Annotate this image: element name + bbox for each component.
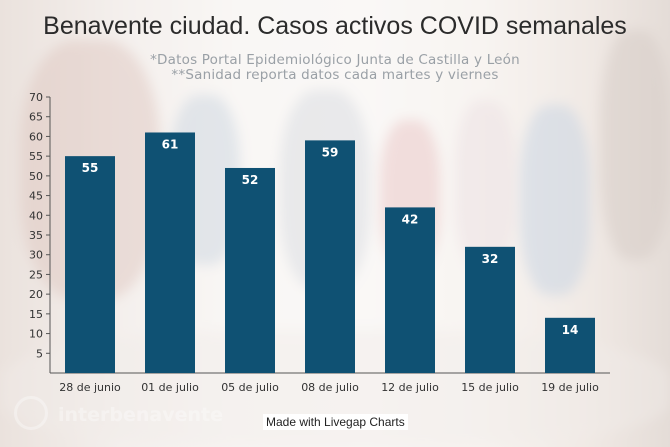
y-tick-label: 65: [29, 111, 43, 124]
x-tick-label: 15 de julio: [461, 381, 519, 394]
y-tick-label: 70: [29, 91, 43, 104]
y-tick-label: 30: [29, 249, 43, 262]
x-tick-label: 28 de junio: [59, 381, 121, 394]
y-tick-label: 40: [29, 209, 43, 222]
y-tick-label: 10: [29, 328, 43, 341]
y-tick-label: 15: [29, 308, 43, 321]
bar: [465, 246, 515, 373]
bar-data-label: 14: [562, 323, 579, 337]
y-tick-label: 45: [29, 190, 43, 203]
y-tick-label: 60: [29, 130, 43, 143]
chart-bars: [65, 132, 595, 373]
chart-data-labels: 55 61 52 59 42 32 14: [82, 137, 579, 336]
y-tick-label: 25: [29, 268, 43, 281]
bar: [305, 140, 355, 373]
watermark-text: interbenavente: [58, 404, 223, 426]
bar-data-label: 59: [322, 145, 339, 159]
bar: [225, 167, 275, 373]
bar: [385, 207, 435, 373]
y-tick-label: 50: [29, 170, 43, 183]
interbenavente-logo-icon: [14, 396, 48, 430]
bar: [145, 132, 195, 373]
chart-subtitle-note: **Sanidad reporta datos cada martes y vi…: [171, 67, 499, 83]
bar-data-label: 32: [482, 252, 499, 266]
y-tick-label: 20: [29, 288, 43, 301]
bar: [65, 156, 115, 373]
x-tick-label: 08 de julio: [301, 381, 359, 394]
x-tick-label: 19 de julio: [541, 381, 599, 394]
x-tick-label: 12 de julio: [381, 381, 439, 394]
interbenavente-watermark: interbenavente: [14, 396, 244, 432]
bar-data-label: 55: [82, 161, 99, 175]
bar-data-label: 42: [402, 212, 419, 226]
chart-subtitle-source: *Datos Portal Epidemiológico Junta de Ca…: [150, 52, 520, 68]
bar: [545, 317, 595, 373]
y-tick-label: 5: [36, 347, 43, 360]
y-tick-label: 55: [29, 150, 43, 163]
x-tick-label: 01 de julio: [141, 381, 199, 394]
x-tick-label: 05 de julio: [221, 381, 279, 394]
bar-data-label: 61: [162, 137, 179, 151]
y-tick-label: 35: [29, 229, 43, 242]
bar-data-label: 52: [242, 173, 259, 187]
chart-title: Benavente ciudad. Casos activos COVID se…: [43, 12, 627, 40]
made-with-credit: Made with Livegap Charts: [263, 414, 408, 430]
